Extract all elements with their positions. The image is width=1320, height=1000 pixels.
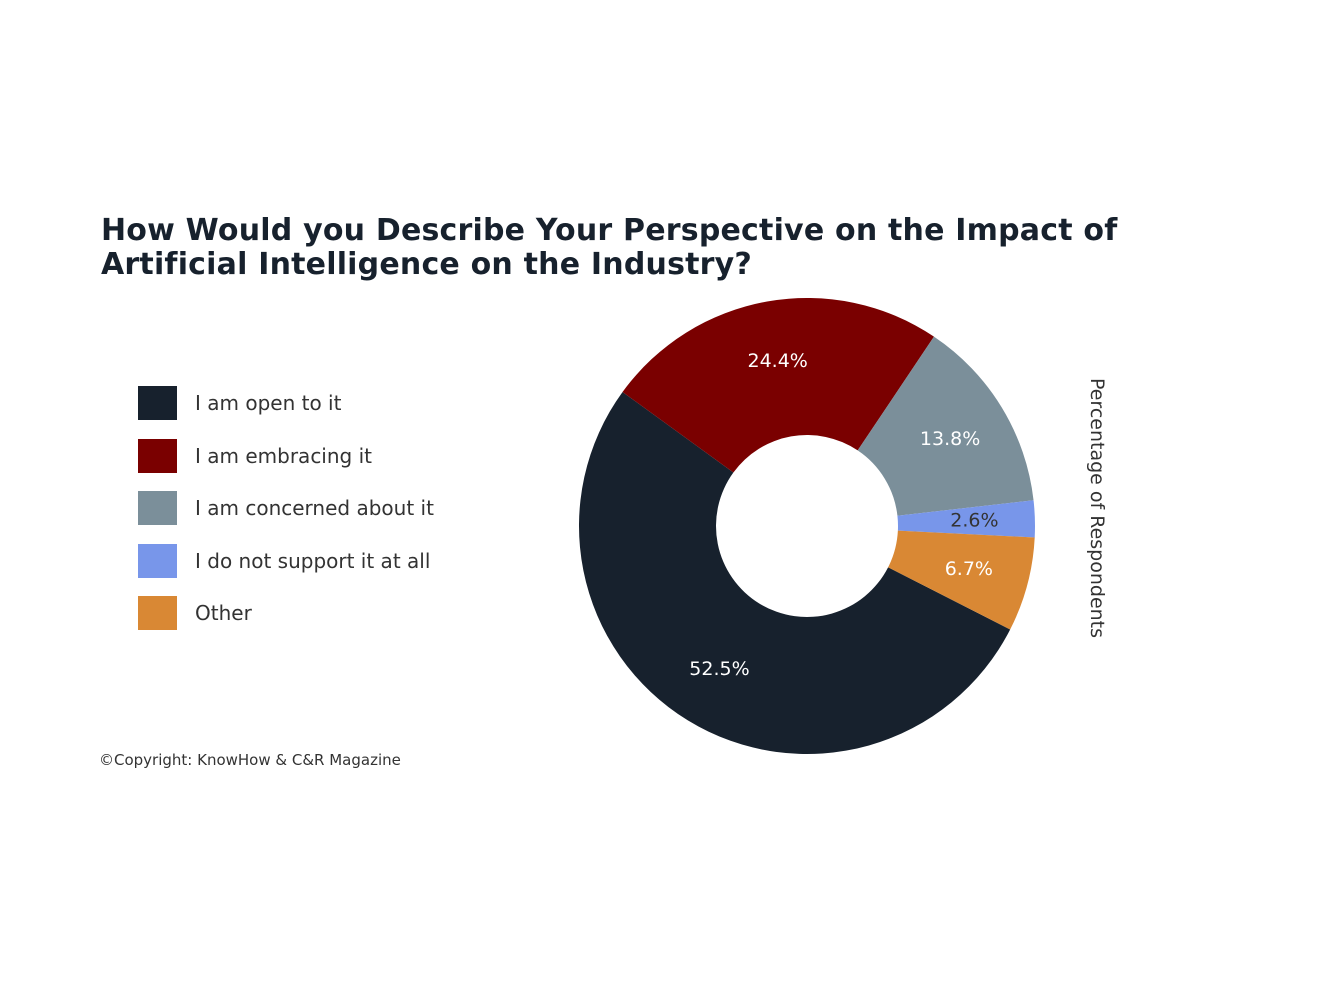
slice-value-label: 24.4% <box>748 350 808 372</box>
axis-label: Percentage of Respondents <box>1086 377 1108 639</box>
legend-label: I am concerned about it <box>195 496 434 520</box>
donut-slice <box>622 298 934 473</box>
slice-value-label: 6.7% <box>945 558 993 580</box>
chart-title: How Would you Describe Your Perspective … <box>101 213 1118 282</box>
legend-swatch <box>138 596 177 630</box>
legend-label: I am open to it <box>195 391 342 415</box>
legend: I am open to it I am embracing it I am c… <box>138 385 434 648</box>
donut-chart: 52.5% 24.4% 13.8% 2.6% 6.7% <box>578 298 1035 755</box>
donut-slice <box>578 391 1011 755</box>
copyright-text: ©Copyright: KnowHow & C&R Magazine <box>99 751 401 769</box>
donut-slice <box>857 336 1034 516</box>
legend-swatch <box>138 386 177 420</box>
legend-swatch <box>138 543 177 578</box>
legend-item-other: Other <box>138 595 434 631</box>
donut-slice <box>888 530 1035 630</box>
legend-item-not-support: I do not support it at all <box>138 543 434 579</box>
legend-label: I am embracing it <box>195 443 372 468</box>
legend-label: Other <box>195 601 252 625</box>
donut-slice <box>897 500 1035 538</box>
slice-value-label: 13.8% <box>920 428 980 450</box>
legend-swatch <box>138 438 177 473</box>
legend-label: I do not support it at all <box>195 548 431 573</box>
slice-value-label: 2.6% <box>950 510 998 532</box>
legend-item-embracing: I am embracing it <box>138 438 434 474</box>
legend-item-open: I am open to it <box>138 385 434 421</box>
legend-swatch <box>138 491 177 525</box>
slice-value-label: 52.5% <box>689 658 749 680</box>
legend-item-concerned: I am concerned about it <box>138 490 434 526</box>
